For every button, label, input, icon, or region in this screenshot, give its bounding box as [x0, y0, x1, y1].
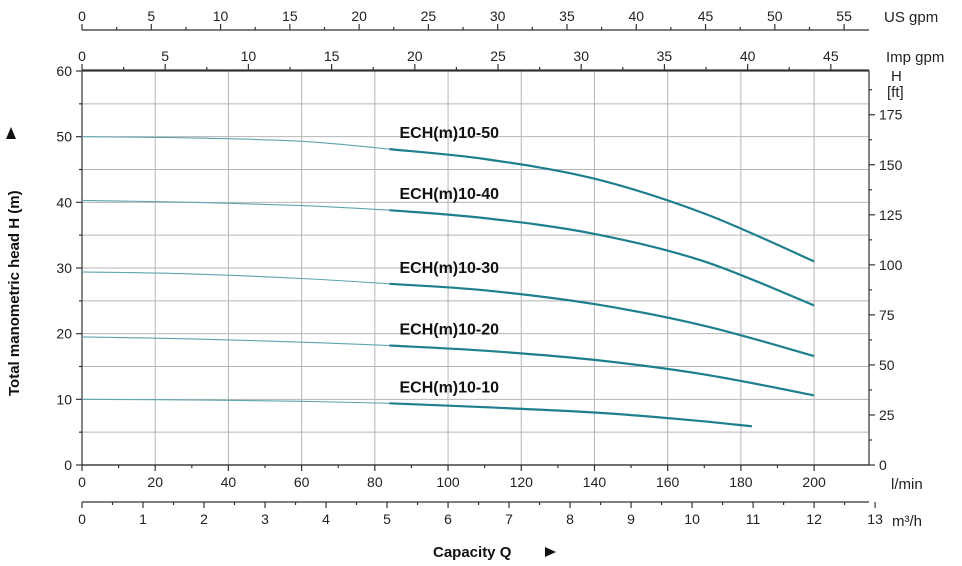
series-curve-thin: [81, 271, 390, 285]
unit-head-ft-h: H: [891, 68, 902, 85]
tick-label-head-m: 50: [56, 129, 72, 145]
m3-h-tick-label: 12: [806, 511, 822, 527]
us-gpm-tick-label: 0: [78, 8, 86, 24]
l-min-tick-label: 180: [729, 474, 753, 490]
m3-h-tick-label: 8: [566, 511, 574, 527]
l-min-tick-label: 120: [510, 474, 534, 490]
us-gpm-tick-label: 35: [559, 8, 575, 24]
l-min-tick-label: 40: [221, 474, 237, 490]
imp-gpm-tick-label: 25: [490, 48, 506, 64]
imp-gpm-tick-label: 5: [161, 48, 169, 64]
tick-label-head-ft: 25: [879, 407, 895, 423]
unit-us-gpm: US gpm: [884, 9, 938, 26]
m3-h-tick-label: 13: [867, 511, 883, 527]
m3-h-tick-label: 9: [627, 511, 635, 527]
tick-label-head-m: 30: [56, 260, 72, 276]
m3-h-tick-label: 10: [684, 511, 700, 527]
series-label: ECH(m)10-30: [399, 260, 499, 277]
imp-gpm-tick-label: 0: [78, 48, 86, 64]
m3-h-tick-label: 0: [78, 511, 86, 527]
series-curve-thick: [389, 282, 815, 358]
m3-h-tick-label: 3: [261, 511, 269, 527]
us-gpm-tick-label: 25: [421, 8, 437, 24]
tick-label-head-m: 20: [56, 326, 72, 342]
series-label: ECH(m)10-20: [399, 321, 499, 338]
tick-label-head-m: 60: [56, 63, 72, 79]
series-curve-thick: [389, 402, 753, 428]
tick-label-head-ft: 0: [879, 457, 887, 473]
us-gpm-tick-label: 50: [767, 8, 783, 24]
series-curves: ECH(m)10-50 ECH(m)10-40 ECH(m)10-30 ECH(m)1…: [81, 125, 815, 428]
unit-m3-h: m³/h: [892, 513, 922, 530]
series-curve-thick: [389, 148, 815, 263]
us-gpm-tick-label: 30: [490, 8, 506, 24]
m3-h-tick-label: 6: [444, 511, 452, 527]
m3-h-tick-label: 7: [505, 511, 513, 527]
unit-l-min: l/min: [891, 476, 923, 493]
l-min-tick-label: 160: [656, 474, 680, 490]
series-curve-thick: [389, 209, 815, 307]
m3-h-tick-label: 5: [383, 511, 391, 527]
l-min-tick-label: 200: [802, 474, 826, 490]
us-gpm-tick-label: 15: [282, 8, 298, 24]
m3-h-tick-label: 4: [322, 511, 330, 527]
tick-label-head-ft: 125: [879, 207, 903, 223]
l-min-tick-label: 0: [78, 474, 86, 490]
tick-label-head-ft: 100: [879, 257, 903, 273]
us-gpm-tick-label: 45: [698, 8, 714, 24]
l-min-tick-label: 140: [583, 474, 607, 490]
l-min-tick-label: 20: [147, 474, 163, 490]
imp-gpm-tick-label: 40: [740, 48, 756, 64]
unit-imp-gpm: Imp gpm: [886, 49, 944, 66]
tick-label-head-m: 0: [64, 457, 72, 473]
series-curve-thick: [389, 344, 815, 397]
unit-head-ft: [ft]: [887, 84, 904, 101]
series-label: ECH(m)10-50: [399, 125, 499, 142]
series-label: ECH(m)10-40: [399, 186, 499, 203]
series-curve-thin: [81, 199, 390, 211]
imp-gpm-tick-label: 20: [407, 48, 423, 64]
series-label: ECH(m)10-10: [399, 379, 499, 396]
us-gpm-tick-label: 20: [351, 8, 367, 24]
us-gpm-tick-label: 40: [628, 8, 644, 24]
us-gpm-tick-label: 10: [213, 8, 229, 24]
tick-label-head-m: 10: [56, 391, 72, 407]
m3-h-tick-label: 11: [746, 511, 761, 527]
us-gpm-tick-label: 55: [836, 8, 852, 24]
tick-label-head-ft: 75: [879, 307, 895, 323]
x-axis-arrow-icon: [545, 547, 556, 557]
tick-label-head-m: 40: [56, 194, 72, 210]
tick-label-head-ft: 175: [879, 107, 903, 123]
y-axis-arrow-icon: [6, 127, 16, 139]
x-axis-title: Capacity Q: [433, 544, 512, 561]
series-curve-thin: [81, 336, 390, 347]
imp-gpm-tick-label: 10: [241, 48, 257, 64]
axes: [76, 24, 876, 508]
l-min-tick-label: 80: [367, 474, 383, 490]
m3-h-tick-label: 2: [200, 511, 208, 527]
imp-gpm-tick-label: 35: [657, 48, 673, 64]
series-curve-thin: [81, 398, 390, 404]
us-gpm-tick-label: 5: [147, 8, 155, 24]
imp-gpm-tick-label: 30: [573, 48, 589, 64]
m3-h-tick-label: 1: [139, 511, 147, 527]
imp-gpm-tick-label: 15: [324, 48, 340, 64]
tick-label-head-ft: 150: [879, 157, 903, 173]
tick-label-head-ft: 50: [879, 357, 895, 373]
l-min-tick-label: 100: [436, 474, 460, 490]
l-min-tick-label: 60: [294, 474, 310, 490]
y-axis-title: Total manometric head H (m): [6, 190, 23, 396]
imp-gpm-tick-label: 45: [823, 48, 839, 64]
series-curve-thin: [81, 136, 390, 150]
